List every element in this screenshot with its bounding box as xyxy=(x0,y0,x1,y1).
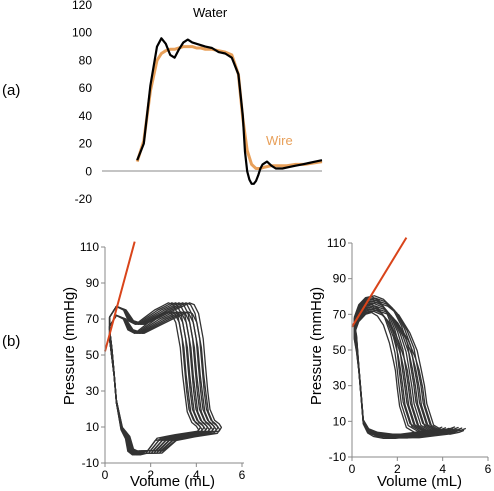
chart-b2: 110 90 70 50 30 10 -10 0 2 4 6 Volume (mL) Pressu… xyxy=(308,236,492,490)
b2-xtick-label: 0 xyxy=(349,462,356,476)
b2-xtick-label: 2 xyxy=(394,462,401,476)
chart-a-y-ticks: 120 100 80 60 40 20 0 -20 xyxy=(72,0,92,206)
b2-ytick-label: 110 xyxy=(327,236,346,250)
b1-ytick-label: 30 xyxy=(86,384,100,398)
chart-a-ytick-label: 100 xyxy=(72,26,92,40)
chart-b1-fit-line xyxy=(104,241,136,352)
chart-a-ytick-label: 40 xyxy=(79,109,93,123)
b2-ytick-label: 10 xyxy=(333,414,347,428)
panel-label-b: (b) xyxy=(2,333,20,350)
b2-xtick-label: 6 xyxy=(485,462,492,476)
b2-ytick-label: 50 xyxy=(333,343,347,357)
chart-a-ytick-label: 20 xyxy=(79,137,93,151)
chart-a-ytick-label: 0 xyxy=(85,164,92,178)
panel-label-a: (a) xyxy=(2,82,20,99)
chart-a-ytick-label: -20 xyxy=(75,192,93,206)
chart-b2-xlabel: Volume (mL) xyxy=(377,473,462,490)
chart-a-series xyxy=(135,37,323,185)
chart-b2-loops xyxy=(353,295,466,439)
chart-a-ytick-label: 80 xyxy=(79,53,93,67)
chart-b1-y-ticks: 110 90 70 50 30 10 -10 xyxy=(80,240,105,470)
chart-b1-x-ticks: 0 2 4 6 xyxy=(102,463,246,482)
b2-ytick-label: 90 xyxy=(333,272,347,286)
chart-b2-ylabel: Pressure (mmHg) xyxy=(308,287,325,405)
legend-wire: Wire xyxy=(266,133,293,148)
chart-a-series-1 xyxy=(135,45,323,170)
b2-xtick-label: 4 xyxy=(439,462,446,476)
b1-ytick-label: 110 xyxy=(80,240,99,254)
chart-b2-x-ticks: 0 2 4 6 xyxy=(349,457,492,476)
legend-water: Water xyxy=(193,5,228,20)
b1-xtick-label: 0 xyxy=(102,468,109,482)
b2-ytick-label: 70 xyxy=(333,307,347,321)
chart-b1-loops xyxy=(108,302,223,456)
chart-b2-fit-line xyxy=(351,237,408,328)
b1-xtick-label: 6 xyxy=(239,468,246,482)
chart-b1-xlabel: Volume (mL) xyxy=(130,473,215,490)
b1-ytick-label: 10 xyxy=(86,420,100,434)
chart-a-ytick-label: 120 xyxy=(72,0,92,12)
chart-b1-ylabel: Pressure (mmHg) xyxy=(61,287,78,405)
b1-ytick-label: 70 xyxy=(86,312,100,326)
chart-a: 120 100 80 60 40 20 0 -20 Water Wire xyxy=(72,0,323,206)
b1-xtick-label: 2 xyxy=(147,468,154,482)
b1-ytick-label: 90 xyxy=(86,276,100,290)
b1-ytick-label: 50 xyxy=(86,348,100,362)
chart-a-series-0 xyxy=(136,37,323,185)
b2-ytick-label: 30 xyxy=(333,379,347,393)
b1-ytick-label: -10 xyxy=(82,456,100,470)
b2-loop xyxy=(353,301,466,437)
chart-a-ytick-label: 60 xyxy=(79,81,93,95)
b1-loop xyxy=(108,302,223,454)
b2-ytick-label: -10 xyxy=(329,450,347,464)
chart-b2-y-ticks: 110 90 70 50 30 10 -10 xyxy=(327,236,352,464)
b1-xtick-label: 4 xyxy=(193,468,200,482)
chart-b1: 110 90 70 50 30 10 -10 0 2 4 6 Volume (mL) Pressu… xyxy=(61,240,246,490)
